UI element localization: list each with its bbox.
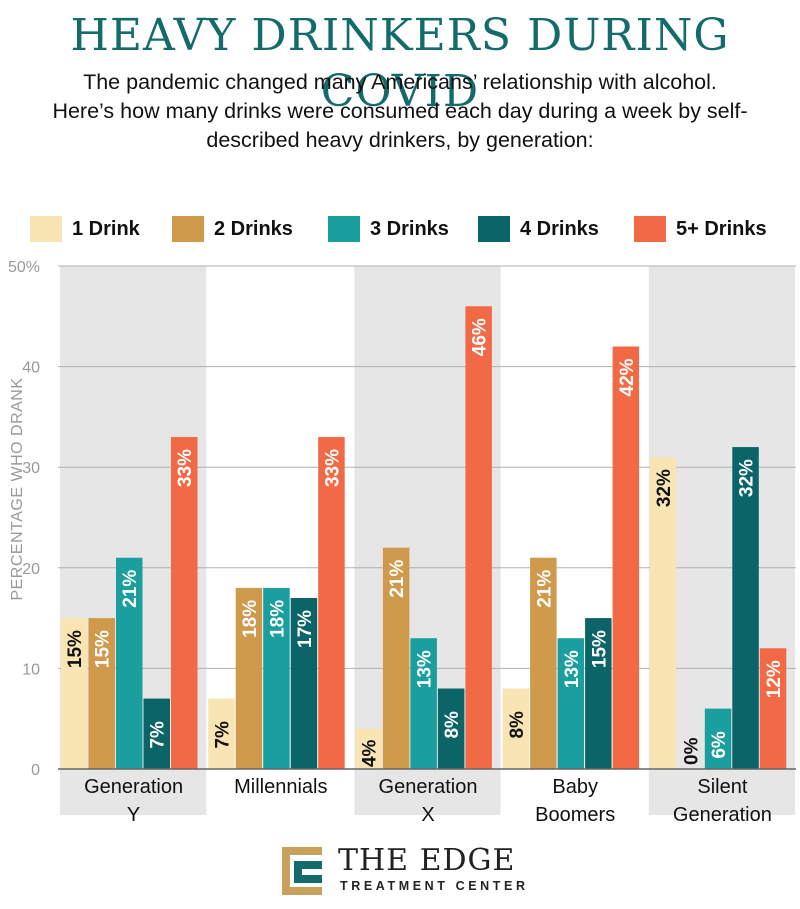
data-label: 15% [589, 630, 610, 668]
data-label: 15% [93, 630, 114, 668]
edge-logo-icon [282, 847, 322, 895]
legend-item: 2 Drinks [172, 214, 293, 244]
data-label: 46% [470, 318, 491, 356]
legend-swatch [634, 216, 666, 242]
bar [410, 638, 437, 769]
data-label: 0% [682, 737, 703, 765]
bar [88, 618, 115, 769]
bar [116, 557, 143, 769]
legend-label: 2 Drinks [214, 217, 293, 240]
legend-label: 5+ Drinks [676, 217, 767, 240]
chart-subtitle: The pandemic changed many Americans’ rel… [52, 70, 748, 152]
legend-swatch [30, 216, 62, 242]
data-label: 33% [322, 449, 343, 487]
legend-item: 4 Drinks [478, 214, 599, 244]
bar [437, 688, 465, 769]
x-tick-label: Boomers [535, 804, 615, 826]
data-label: 7% [212, 721, 233, 749]
data-label: 21% [120, 570, 141, 608]
legend-swatch [172, 216, 204, 242]
legend-label: 3 Drinks [370, 217, 449, 240]
y-tick-label: 40 [22, 360, 40, 377]
data-label: 12% [764, 660, 785, 698]
data-label: 18% [267, 600, 288, 638]
legend-item: 3 Drinks [328, 214, 449, 244]
bar [502, 688, 530, 769]
bar [704, 708, 732, 769]
legend-label: 4 Drinks [520, 217, 599, 240]
bar [171, 437, 198, 769]
y-tick-label: 30 [22, 460, 40, 477]
bar [759, 648, 787, 769]
chart-title: HEAVY DRINKERS DURING COVID [70, 10, 730, 117]
legend-swatch [478, 216, 510, 242]
data-label: 21% [387, 560, 408, 598]
bar [612, 346, 640, 769]
data-label: 32% [737, 459, 758, 497]
data-label: 4% [360, 739, 381, 767]
bar [61, 618, 88, 769]
bar [143, 698, 170, 769]
x-tick-label: Baby [552, 776, 598, 798]
y-tick-label: 0 [31, 762, 40, 779]
logo-tagline: TREATMENT CENTER [340, 879, 529, 893]
legend-swatch [328, 216, 360, 242]
legend-item: 5+ Drinks [634, 214, 767, 244]
bar [208, 698, 235, 769]
y-tick-label: 10 [22, 661, 40, 678]
bar [290, 597, 318, 769]
bar [557, 638, 585, 769]
logo-name: THE EDGE [338, 843, 516, 878]
x-tick-label: Silent [697, 776, 747, 798]
x-tick-label: Generation [379, 776, 478, 798]
data-label: 15% [65, 630, 86, 668]
y-tick-label: 20 [22, 561, 40, 578]
bar [382, 547, 410, 769]
data-label: 33% [175, 449, 196, 487]
data-label: 7% [148, 721, 169, 749]
bar [585, 618, 612, 769]
bar [530, 557, 557, 769]
x-tick-label: X [421, 804, 434, 826]
data-label: 13% [562, 650, 583, 688]
data-label: 6% [709, 731, 730, 759]
data-label: 32% [654, 469, 675, 507]
data-label: 18% [240, 600, 261, 638]
y-tick-label: 50% [8, 259, 40, 276]
data-label: 8% [442, 711, 463, 739]
x-tick-label: Generation [673, 804, 772, 826]
legend-label: 1 Drink [72, 217, 140, 240]
data-label: 17% [295, 610, 316, 648]
bar [649, 457, 677, 769]
data-label: 13% [415, 650, 436, 688]
bar [465, 306, 492, 769]
bar [318, 437, 345, 769]
data-label: 21% [534, 570, 555, 608]
x-tick-label: Y [127, 804, 140, 826]
bar [263, 587, 290, 769]
logo: THE EDGE TREATMENT CENTER [276, 843, 536, 899]
bar [235, 587, 263, 769]
bar [732, 447, 759, 769]
bar [355, 728, 382, 769]
bar-chart: 0 10 20 30 40 50% 15% 15% 21% 7% 33% Generation Y 7% 1… [8, 259, 796, 826]
x-tick-label: Generation [84, 776, 183, 798]
legend-item: 1 Drink [30, 214, 140, 244]
legend: 1 Drink 2 Drinks 3 Drinks 4 Drinks 5+ Drinks [0, 214, 800, 244]
data-label: 8% [507, 711, 528, 739]
x-tick-label: Millennials [234, 776, 327, 798]
data-label: 42% [617, 358, 638, 396]
